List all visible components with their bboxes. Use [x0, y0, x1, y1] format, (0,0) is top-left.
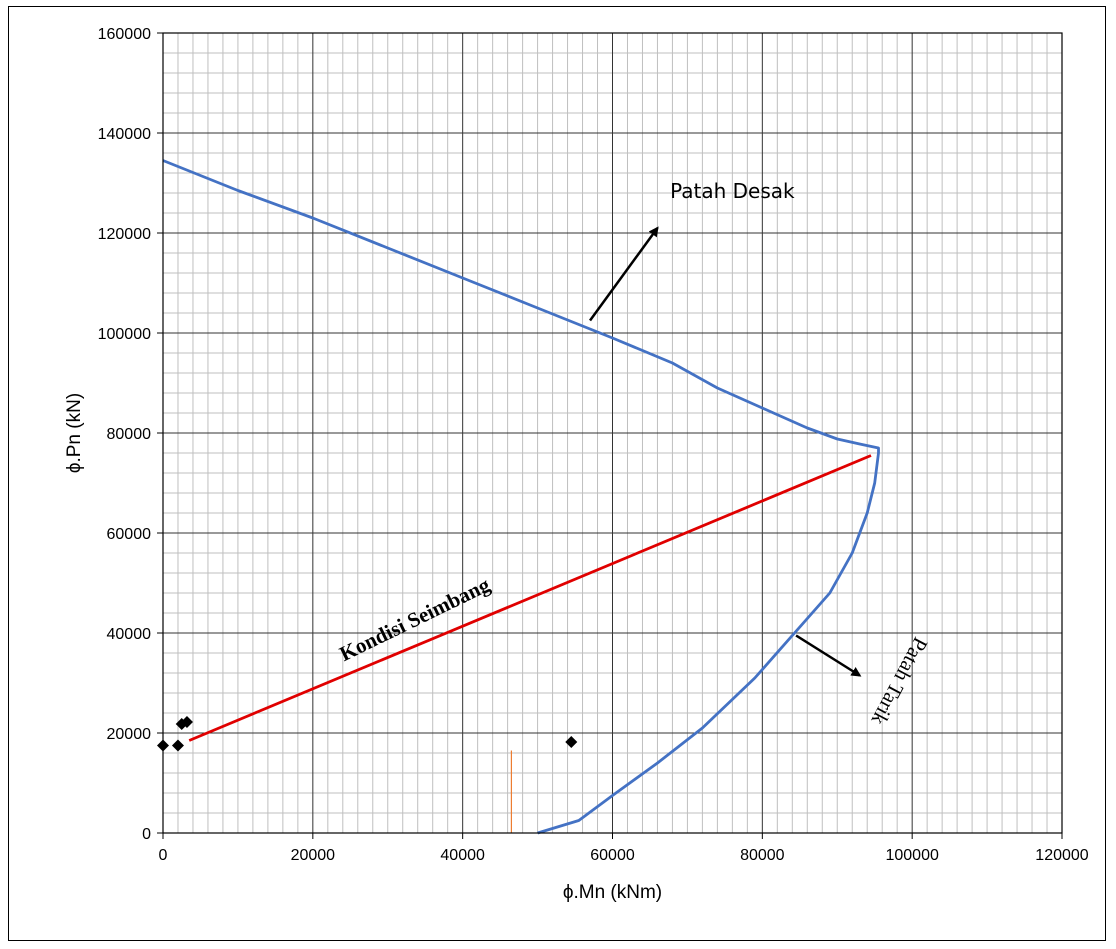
annotation-patah-tarik-arrow [795, 634, 862, 677]
y-tick-label: 140000 [98, 126, 151, 143]
y-tick-label: 160000 [98, 26, 151, 43]
y-tick-label: 20000 [107, 726, 152, 743]
x-tick-label: 40000 [440, 847, 485, 864]
y-tick-label: 60000 [107, 526, 152, 543]
y-tick-label: 0 [142, 826, 151, 843]
y-tick-label: 40000 [107, 626, 152, 643]
annotation-kondisi-seimbang-label: Kondisi Seimbang [336, 572, 494, 666]
y-tick-label: 120000 [98, 226, 151, 243]
y-tick-label: 80000 [107, 426, 152, 443]
y-tick-label: 100000 [98, 326, 151, 343]
x-tick-label: 60000 [590, 847, 635, 864]
annotation-patah-desak-arrow [589, 226, 659, 322]
scatter-point [565, 736, 578, 748]
series-layer [157, 159, 880, 835]
x-tick-label: 20000 [291, 847, 336, 864]
series-line-1 [162, 159, 880, 835]
x-tick-label: 120000 [1035, 847, 1088, 864]
series-line-2 [188, 454, 872, 742]
x-tick-label: 100000 [885, 847, 938, 864]
x-tick-label: 80000 [740, 847, 785, 864]
x-axis-title: ϕ.Mn (kNm) [563, 882, 662, 903]
scatter-point [171, 739, 184, 752]
y-axis-title: ϕ.Pn (kN) [64, 393, 85, 473]
annotation-patah-tarik-label: Patah Tarik [866, 633, 932, 729]
annotation-patah-desak-label: Patah Desak [670, 179, 795, 203]
x-tick-label: 0 [159, 847, 168, 864]
axes-layer: 0 20000 40000 60000 80000 100000 120000 0 20000 4… [98, 26, 1089, 864]
scatter-point [180, 716, 193, 728]
